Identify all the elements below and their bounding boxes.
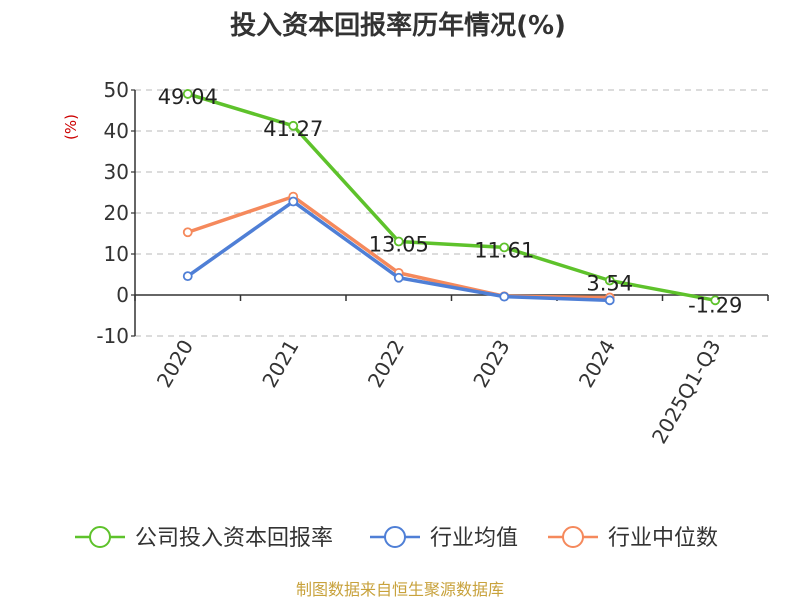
x-tick-label: 2025Q1-Q3 bbox=[647, 336, 726, 448]
data-label: -1.29 bbox=[688, 293, 742, 317]
data-point bbox=[606, 296, 614, 304]
legend-marker bbox=[563, 527, 583, 547]
legend-item-1[interactable]: 行业均值 bbox=[370, 526, 518, 551]
y-tick-label: 10 bbox=[104, 242, 129, 266]
y-axis-label: (%) bbox=[62, 114, 80, 140]
y-tick-label: 40 bbox=[104, 119, 129, 143]
data-point bbox=[395, 274, 403, 282]
data-label: 11.61 bbox=[474, 238, 534, 262]
legend-item-2[interactable]: 行业中位数 bbox=[548, 526, 718, 551]
x-tick-labels: 2020 2021 2022 2023 2024 2025Q1-Q3 bbox=[152, 336, 726, 448]
data-label: 41.27 bbox=[263, 117, 323, 141]
x-tick-label: 2021 bbox=[257, 336, 303, 392]
legend: 公司投入资本回报率 行业均值 行业中位数 bbox=[75, 526, 718, 551]
y-tick-label: 20 bbox=[104, 201, 129, 225]
x-tick-label: 2023 bbox=[468, 336, 514, 392]
legend-marker bbox=[90, 527, 110, 547]
legend-marker bbox=[385, 527, 405, 547]
data-label: 13.05 bbox=[369, 232, 429, 256]
data-point bbox=[184, 228, 192, 236]
data-point bbox=[500, 293, 508, 301]
legend-item-0[interactable]: 公司投入资本回报率 bbox=[75, 526, 333, 551]
y-tick-label: 50 bbox=[104, 78, 129, 102]
data-label: 3.54 bbox=[586, 271, 633, 295]
legend-label: 公司投入资本回报率 bbox=[135, 526, 333, 551]
y-tick-label: 0 bbox=[116, 283, 129, 307]
legend-label: 行业中位数 bbox=[608, 526, 718, 551]
data-point bbox=[289, 198, 297, 206]
data-label: 49.04 bbox=[158, 85, 218, 109]
x-tick-label: 2024 bbox=[574, 336, 620, 392]
x-tick-label: 2020 bbox=[152, 336, 198, 392]
x-tick-label: 2022 bbox=[363, 336, 409, 392]
y-tick-label: -10 bbox=[96, 324, 129, 348]
source-note: 制图数据来自恒生聚源数据库 bbox=[296, 580, 504, 599]
chart-title: 投入资本回报率历年情况(%) bbox=[230, 10, 566, 41]
legend-label: 行业均值 bbox=[430, 526, 518, 551]
y-tick-label: 30 bbox=[104, 160, 129, 184]
y-tick-labels: 50 40 30 20 10 0 -10 bbox=[96, 78, 129, 348]
data-point bbox=[184, 272, 192, 280]
